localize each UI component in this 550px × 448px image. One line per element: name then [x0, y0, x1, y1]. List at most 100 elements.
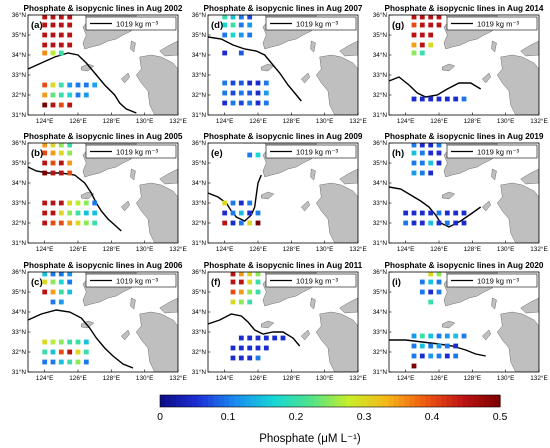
x-tick-label: 124°E — [36, 117, 53, 125]
x-tick-label: 132°E — [530, 117, 547, 125]
phosphate-sample-point — [263, 90, 269, 96]
phosphate-sample-point — [428, 32, 434, 38]
x-tick-label: 128°E — [464, 117, 481, 125]
phosphate-sample-point — [436, 272, 442, 277]
colorbar-segment — [494, 395, 501, 407]
x-tick-label: 126°E — [249, 245, 266, 253]
phosphate-sample-point — [255, 80, 261, 86]
phosphate-sample-point — [428, 170, 434, 176]
colorbar-segment — [260, 395, 267, 407]
x-tick-label: 130°E — [497, 374, 514, 382]
land-mass — [135, 54, 178, 115]
colorbar-segment — [324, 395, 331, 407]
isopycnal-legend: 1019 kg m⁻³ — [446, 273, 538, 288]
phosphate-sample-point — [230, 299, 236, 305]
phosphate-sample-point — [67, 170, 73, 176]
land-mass — [481, 72, 491, 84]
y-tick-label: 32°N — [192, 348, 207, 356]
panel-g: Phosphate & isopycnic lines in Aug 2014 1… — [373, 4, 548, 125]
phosphate-sample-point — [238, 299, 244, 305]
colorbar-segment — [361, 395, 368, 407]
y-tick-label: 31°N — [192, 368, 207, 376]
y-tick-label: 35°N — [192, 31, 207, 39]
x-tick-label: 126°E — [69, 117, 86, 125]
map-frame — [207, 14, 359, 116]
phosphate-sample-point — [230, 22, 236, 28]
phosphate-sample-point — [419, 170, 425, 176]
land-mass — [310, 168, 316, 181]
x-tick-label: 130°E — [136, 117, 153, 125]
phosphate-sample-point — [230, 210, 236, 216]
phosphate-sample-point — [436, 96, 442, 102]
phosphate-sample-point — [238, 279, 244, 285]
land-mass — [496, 311, 539, 372]
x-tick-label: 132°E — [349, 245, 366, 253]
x-tick-label: 130°E — [316, 117, 333, 125]
colorbar-segment — [367, 395, 374, 407]
phosphate-sample-point — [50, 92, 56, 98]
phosphate-sample-point — [92, 82, 98, 88]
land-mass — [339, 40, 358, 57]
phosphate-sample-point — [50, 220, 56, 226]
phosphate-sample-point — [411, 150, 417, 156]
legend-label: 1019 kg m⁻³ — [116, 19, 158, 28]
phosphate-sample-point — [419, 143, 425, 148]
phosphate-sample-point — [50, 349, 56, 355]
phosphate-sample-point — [50, 200, 56, 206]
y-tick-label: 36°N — [12, 11, 27, 19]
y-tick-label: 34°N — [12, 51, 27, 59]
colorbar-segment — [271, 395, 278, 407]
phosphate-sample-point — [411, 210, 417, 216]
legend-label: 1019 kg m⁻³ — [116, 276, 158, 285]
phosphate-sample-point — [42, 22, 48, 28]
y-tick-label: 34°N — [192, 51, 207, 59]
phosphate-sample-point — [42, 15, 48, 20]
panel-i: Phosphate & isopycnic lines in Aug 2020 1… — [373, 261, 548, 382]
phosphate-sample-point — [58, 32, 64, 38]
x-tick-label: 124°E — [397, 374, 414, 382]
phosphate-sample-point — [67, 32, 73, 38]
panel-d: Phosphate & isopycnic lines in Aug 2007 1… — [192, 4, 367, 125]
legend-box — [85, 16, 177, 31]
phosphate-sample-point — [238, 200, 244, 206]
legend-box — [446, 144, 538, 159]
phosphate-sample-point — [428, 279, 434, 285]
x-tick-label: 126°E — [249, 117, 266, 125]
legend-label: 1019 kg m⁻³ — [296, 19, 338, 28]
phosphate-sample-point — [419, 15, 425, 20]
land-mass — [120, 72, 130, 84]
colorbar-segment — [441, 395, 448, 407]
colorbar-segment — [462, 395, 469, 407]
phosphate-sample-point — [428, 150, 434, 156]
phosphate-sample-point — [411, 50, 417, 56]
colorbar-segment — [292, 395, 299, 407]
phosphate-sample-point — [222, 90, 228, 96]
phosphate-sample-point — [230, 32, 236, 38]
phosphate-sample-point — [428, 22, 434, 28]
phosphate-sample-point — [428, 289, 434, 295]
y-tick-label: 32°N — [12, 91, 27, 99]
phosphate-sample-point — [58, 42, 64, 48]
phosphate-sample-point — [238, 345, 244, 351]
isopycnal-line — [389, 76, 482, 98]
phosphate-sample-point — [428, 160, 434, 166]
isopycnal-line — [389, 186, 482, 228]
phosphate-sample-point — [238, 22, 244, 28]
phosphate-sample-point — [263, 100, 269, 106]
phosphate-sample-point — [75, 200, 81, 206]
phosphate-sample-point — [42, 42, 48, 48]
colorbar-segment — [372, 395, 379, 407]
phosphate-sample-point — [75, 349, 81, 355]
phosphate-sample-point — [50, 272, 56, 277]
phosphate-sample-point — [247, 220, 253, 226]
phosphate-sample-point — [255, 289, 261, 295]
legend-label: 1019 kg m⁻³ — [296, 276, 338, 285]
phosphate-sample-point — [67, 143, 73, 148]
y-tick-label: 33°N — [373, 71, 388, 79]
phosphate-sample-point — [255, 279, 261, 285]
land-mass — [159, 40, 178, 57]
phosphate-sample-point — [83, 210, 89, 216]
y-tick-label: 36°N — [192, 139, 207, 147]
phosphate-sample-point — [419, 50, 425, 56]
x-tick-label: 124°E — [216, 117, 233, 125]
